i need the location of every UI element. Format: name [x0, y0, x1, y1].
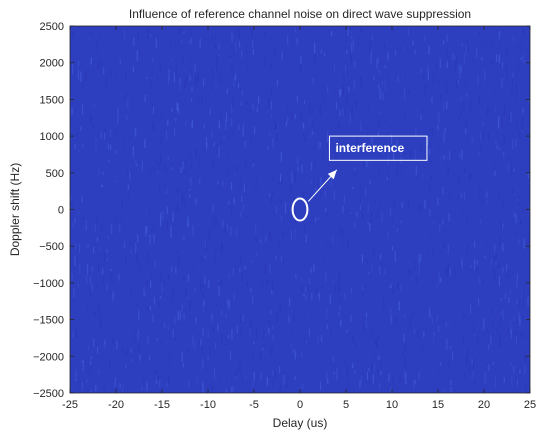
x-axis-label: Delay (us) [273, 416, 328, 430]
annotation-box [328, 135, 428, 161]
y-axis-label: Doppler shift (Hz) [8, 163, 22, 256]
heatmap-background [70, 26, 530, 393]
y-tick-label: −1000 [33, 278, 64, 290]
y-tick-label: −1500 [33, 315, 64, 327]
x-tick-label: -20 [108, 399, 124, 411]
annotation-text: interference [335, 141, 404, 155]
y-tick-label: 1500 [40, 94, 64, 106]
y-axis: −2500 −2000 −1500 −1000 −500 0 500 1000 1500 2000… [33, 21, 530, 400]
plot-area [69, 25, 531, 394]
x-tick-label: -10 [200, 399, 216, 411]
y-tick-label: −2500 [33, 388, 64, 400]
x-axis: -25 -20 -15 -10 -5 0 5 10 15 20 25 [62, 26, 536, 411]
chart-title: Influence of reference channel noise on … [129, 7, 471, 21]
y-tick-label: 2000 [40, 58, 64, 70]
heatmap-noise [70, 26, 530, 393]
y-tick-label: −2000 [33, 351, 64, 363]
x-tick-label: -15 [154, 399, 170, 411]
x-tick-label: 0 [297, 399, 303, 411]
x-tick-label: 10 [386, 399, 398, 411]
y-tick-label: 2500 [40, 21, 64, 33]
y-tick-label: −500 [39, 241, 64, 253]
y-tick-label: 0 [58, 205, 64, 217]
x-tick-label: -25 [62, 399, 78, 411]
interference-ellipse [291, 197, 309, 222]
annotation-arrowhead [327, 169, 337, 180]
annotations: interference [291, 135, 428, 222]
y-tick-label: 500 [46, 168, 64, 180]
y-tick-label: 1000 [40, 131, 64, 143]
x-tick-label: 5 [343, 399, 349, 411]
x-tick-label: 25 [524, 399, 536, 411]
x-tick-label: 15 [432, 399, 444, 411]
x-tick-label: 20 [478, 399, 490, 411]
x-tick-label: -5 [249, 399, 259, 411]
